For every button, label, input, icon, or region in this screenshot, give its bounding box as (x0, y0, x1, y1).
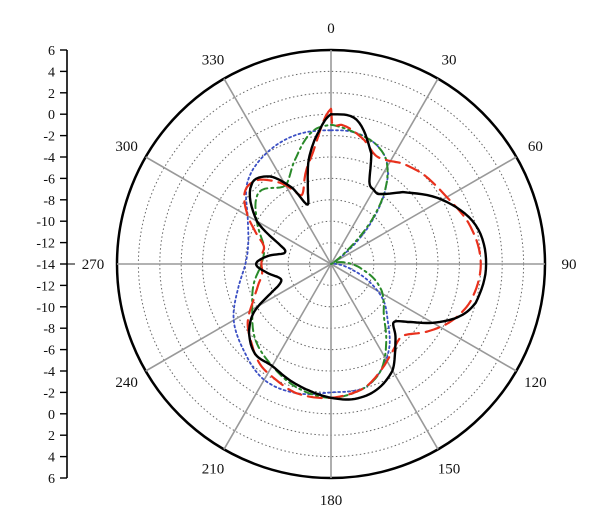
angle-label: 180 (320, 493, 343, 509)
left-scale-label: 2 (48, 87, 55, 102)
series-layer (232, 107, 488, 401)
left-scale-label: -12 (36, 237, 55, 252)
angle-label: 30 (442, 53, 457, 69)
angle-label: 210 (202, 461, 225, 477)
left-scale-label: 6 (48, 44, 55, 59)
left-scale-label: -14 (36, 258, 55, 273)
angle-label: 300 (115, 139, 138, 155)
spoke (330, 78, 439, 265)
angle-label: 330 (202, 53, 225, 69)
left-scale-label: -4 (43, 365, 55, 380)
left-scale-label: -2 (43, 386, 55, 401)
series-line-dash-dot (251, 123, 389, 399)
spoke (330, 263, 517, 372)
left-scale-label: -10 (36, 301, 55, 316)
left-scale-label: -8 (43, 322, 55, 337)
left-scale-label: 4 (48, 451, 55, 466)
left-scale-label: -10 (36, 215, 55, 230)
left-scale-label: -6 (43, 344, 55, 359)
left-scale-label: -12 (36, 279, 55, 294)
angle-label: 270 (82, 257, 105, 273)
angle-label: 60 (528, 139, 543, 155)
angle-label: 150 (438, 461, 461, 477)
angular-spokes (117, 50, 545, 478)
series-line-dashed (243, 107, 482, 400)
spoke (330, 263, 439, 450)
angle-labels: 0 30 60 90 120 150 180 210 240 270 300 330 (82, 21, 577, 509)
left-scale-label: 2 (48, 429, 55, 444)
left-scale-label: 0 (48, 108, 55, 123)
spoke (330, 156, 517, 265)
angle-label: 120 (524, 375, 547, 391)
left-scale-label: -8 (43, 194, 55, 209)
left-scale-label: -6 (43, 172, 55, 187)
left-scale-label: 0 (48, 408, 55, 423)
spoke (145, 263, 332, 372)
spoke (223, 263, 332, 450)
angle-label: 90 (562, 257, 577, 273)
left-scale-label: -2 (43, 130, 55, 145)
left-scale-axis: 6 4 2 0 -2 -4 -6 -8 -10 -12 -14 -12 -10 -8 -6 -4 -2 0 2 4 6 (36, 44, 75, 487)
series-line-solid (247, 113, 488, 401)
left-scale-label: 4 (48, 65, 55, 80)
spoke (223, 78, 332, 265)
left-scale-label: -4 (43, 151, 55, 166)
left-scale-label: 6 (48, 472, 55, 487)
angle-label: 0 (327, 21, 335, 37)
spoke (145, 156, 332, 265)
angle-label: 240 (115, 375, 138, 391)
